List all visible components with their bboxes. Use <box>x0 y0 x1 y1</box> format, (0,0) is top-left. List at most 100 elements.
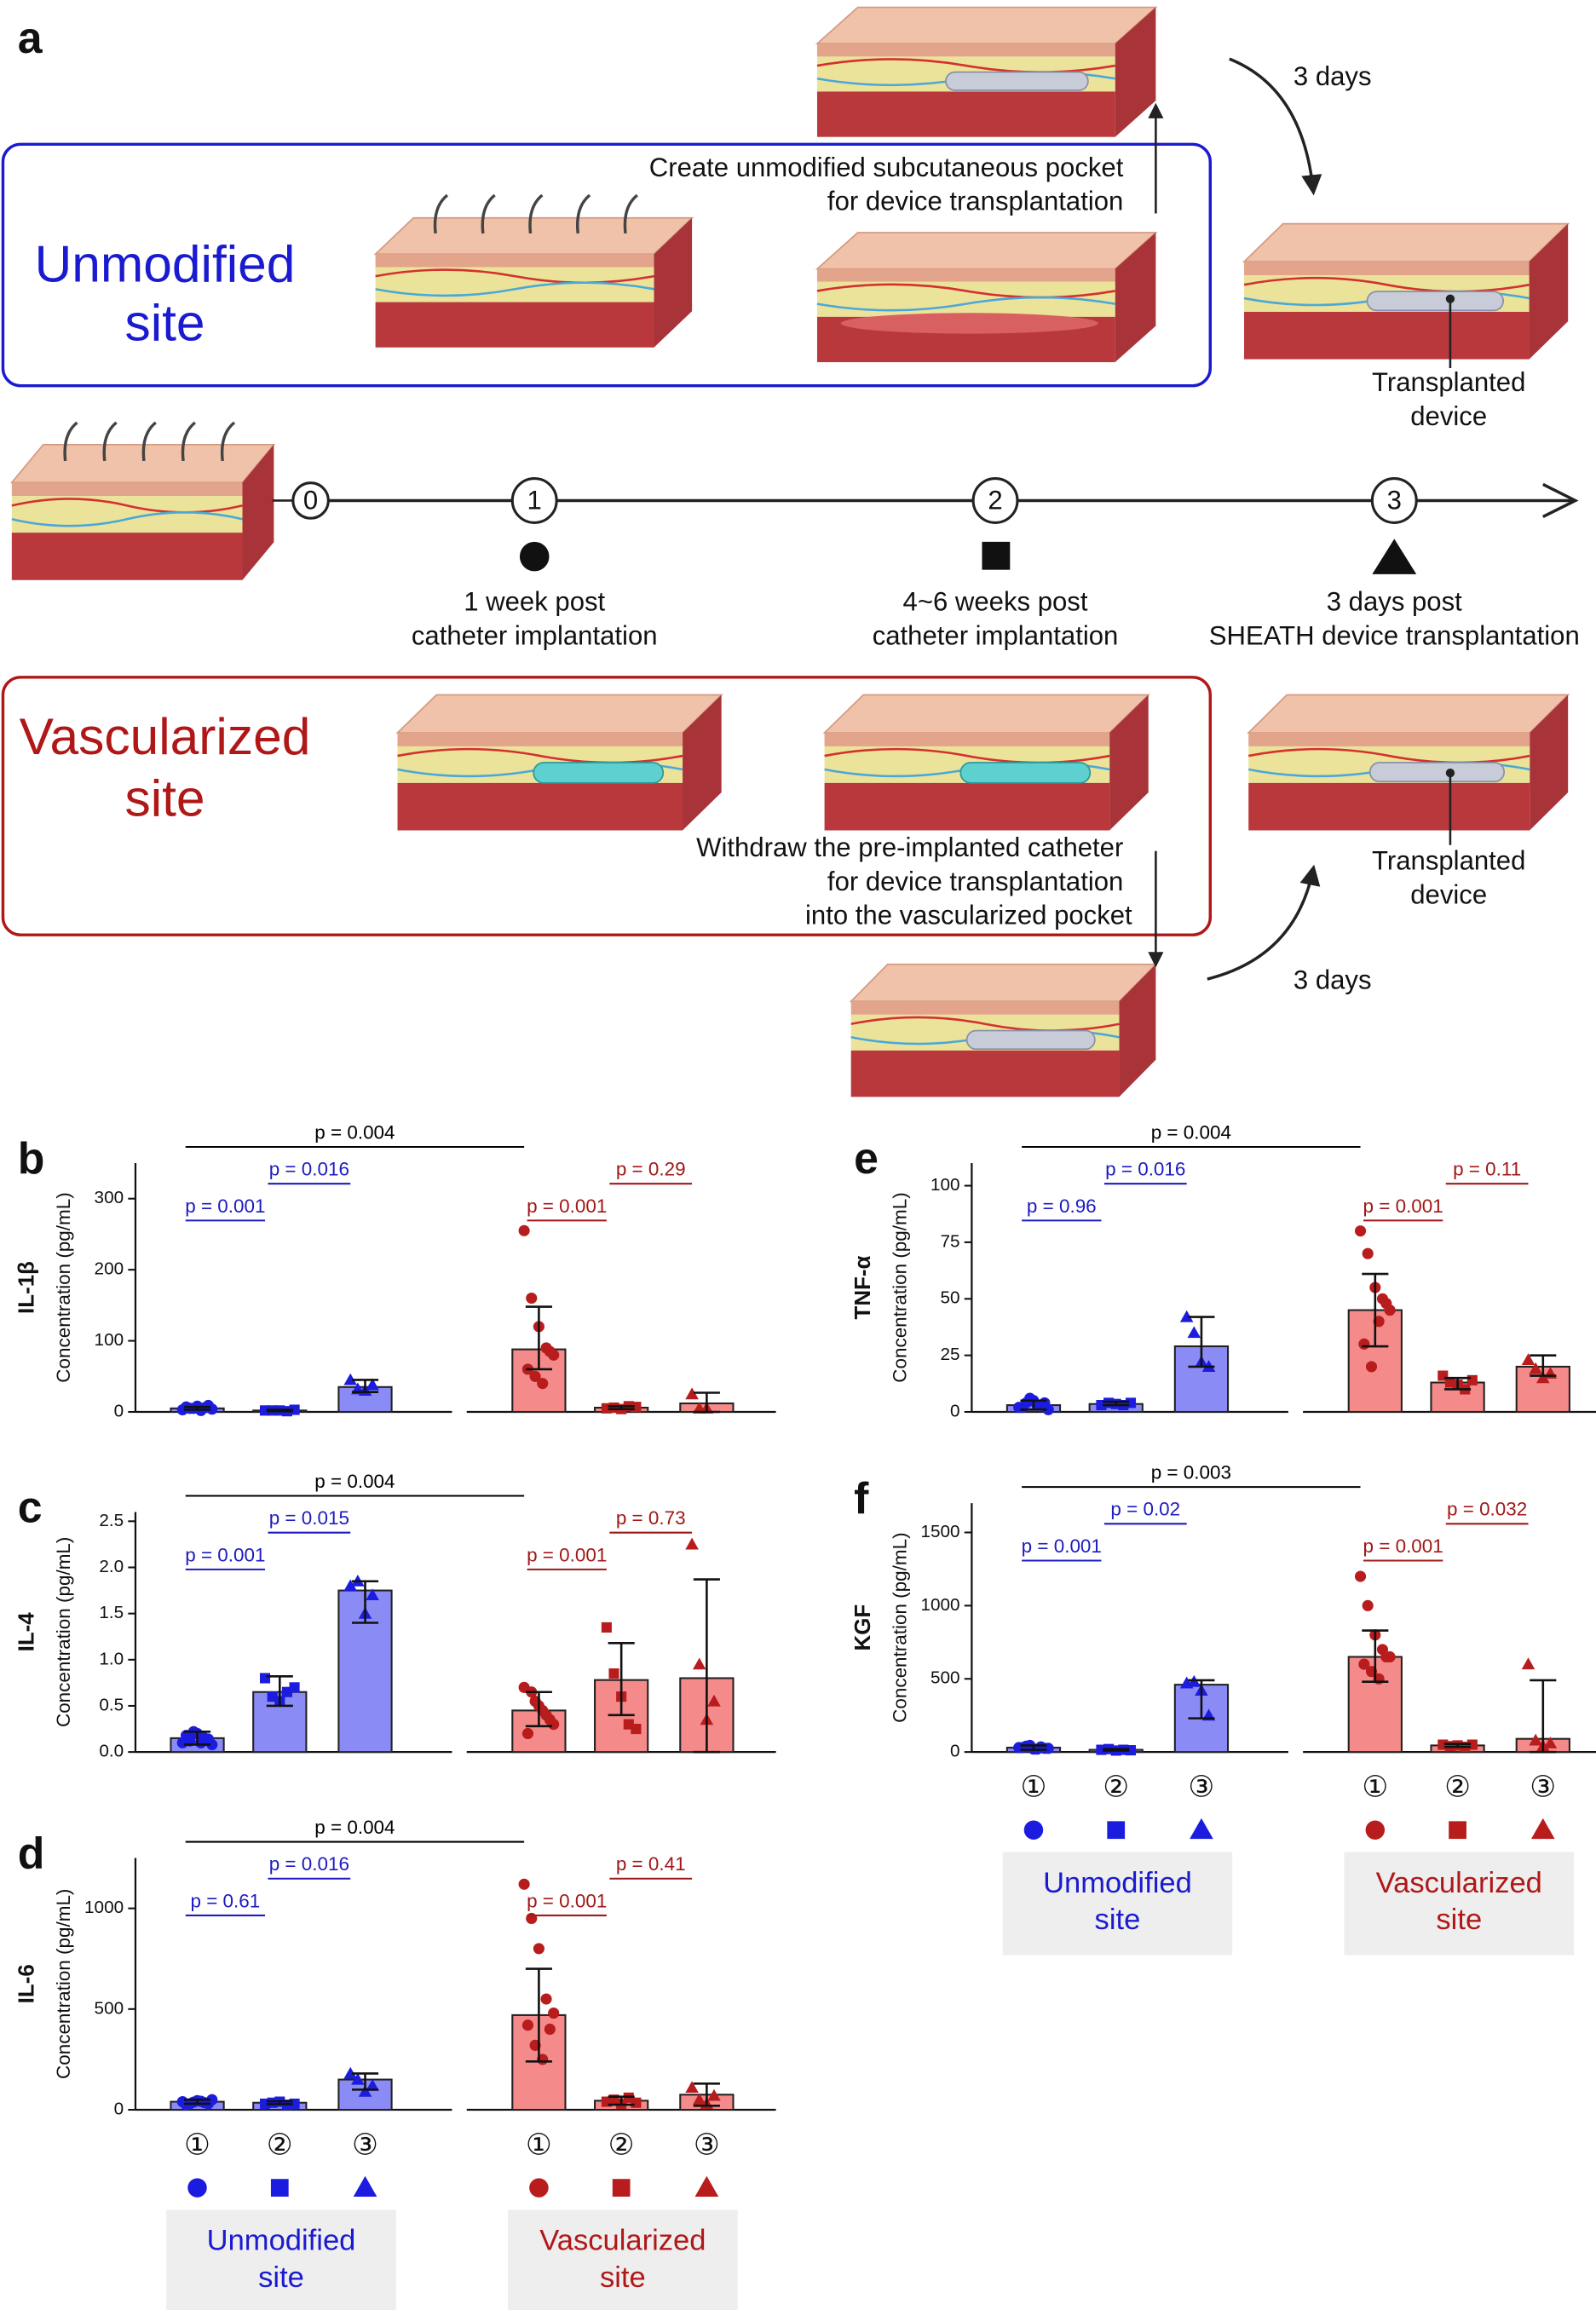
x-tick-label: ② <box>1103 1771 1129 1803</box>
skin-muscle <box>11 533 243 580</box>
y-tick-label: 500 <box>931 1668 960 1688</box>
data-point <box>289 1682 300 1693</box>
data-point <box>685 2081 699 2094</box>
p-value: p = 0.96 <box>1027 1195 1097 1217</box>
data-point <box>1358 1658 1370 1670</box>
group-box <box>1344 1852 1575 1956</box>
skin-illustration <box>815 6 1158 137</box>
x-tick-label: ② <box>1444 1771 1471 1803</box>
skin-illustration <box>1242 222 1570 360</box>
timeline-step <box>1370 476 1418 524</box>
data-point <box>1529 1362 1542 1374</box>
p-value: p = 0.001 <box>185 1195 265 1217</box>
error-bar <box>183 1731 211 1746</box>
p-value: p = 0.61 <box>190 1890 260 1911</box>
data-point <box>521 2019 534 2031</box>
skin-top <box>373 216 694 256</box>
stage-label: 1 week post <box>464 587 605 617</box>
error-bar <box>693 1391 720 1414</box>
panel-label: a <box>18 13 43 62</box>
skin-muscle <box>397 782 683 831</box>
y-tick-label: 1500 <box>920 1522 959 1541</box>
data-point <box>1380 1298 1392 1310</box>
timeline-step <box>291 481 330 520</box>
stage-label: 3 days post <box>1327 587 1462 617</box>
panel-label: d <box>18 1829 45 1878</box>
x-tick-label: ③ <box>694 2129 720 2161</box>
p-value: p = 0.015 <box>269 1507 349 1529</box>
vessel <box>850 1016 1120 1032</box>
vessel <box>11 498 243 514</box>
device-label: Transplanted <box>1372 846 1525 876</box>
skin-dermis <box>816 268 1115 282</box>
error-bar <box>608 1405 635 1410</box>
skin-illustration <box>849 963 1158 1097</box>
pointer-dot <box>1445 294 1455 303</box>
panel-label: c <box>18 1482 43 1531</box>
error-bar <box>1444 1743 1472 1748</box>
data-point <box>1358 1338 1370 1350</box>
error-bar <box>693 2082 720 2107</box>
group-symbol <box>529 2178 549 2198</box>
error-bar <box>1530 1679 1557 1754</box>
data-point <box>544 1714 556 1725</box>
vessel <box>816 283 1115 299</box>
vessel <box>397 747 683 764</box>
group-symbol <box>1023 1820 1044 1840</box>
skin-illustration <box>1247 694 1570 831</box>
vessel <box>11 510 243 527</box>
wait-label: 3 days <box>1294 61 1372 91</box>
data-point <box>692 2093 706 2105</box>
skin-side <box>1109 694 1149 831</box>
skin-fat <box>816 281 1115 317</box>
panel-label: b <box>18 1133 45 1183</box>
step-number: 0 <box>303 485 318 515</box>
data-point <box>202 1399 215 1412</box>
group-label: site <box>1095 1904 1141 1936</box>
stage-label: catheter implantation <box>873 620 1119 650</box>
timeline-step <box>510 476 558 524</box>
vessel <box>816 296 1115 312</box>
device <box>1368 762 1506 783</box>
catheter <box>533 762 665 784</box>
skin-dermis <box>397 733 683 746</box>
p-value: p = 0.02 <box>1110 1499 1180 1520</box>
stage-label: catheter implantation <box>412 620 658 650</box>
group-symbol <box>694 2175 719 2197</box>
y-tick-label: 300 <box>95 1188 124 1207</box>
y-axis-label: Concentration (pg/mL) <box>53 1889 74 2079</box>
p-value: p = 0.016 <box>269 1853 349 1875</box>
error-bar <box>1188 1679 1215 1720</box>
skin-dermis <box>11 482 243 497</box>
group-box <box>508 2209 738 2310</box>
p-value: p = 0.001 <box>1363 1195 1443 1217</box>
data-point <box>1536 1371 1550 1384</box>
p-value: p = 0.001 <box>1363 1535 1443 1557</box>
timeline-arrow <box>1542 482 1579 519</box>
y-tick-label: 75 <box>941 1231 960 1251</box>
p-value: p = 0.001 <box>527 1890 607 1911</box>
p-value: p = 0.001 <box>527 1544 607 1565</box>
group-label: Unmodified <box>1043 1867 1192 1899</box>
x-tick-label: ② <box>608 2129 635 2161</box>
p-value: p = 0.11 <box>1453 1159 1521 1180</box>
p-value: p = 0.032 <box>1447 1499 1527 1520</box>
group-label: Vascularized <box>539 2225 706 2257</box>
data-point <box>1125 1397 1137 1408</box>
skin-dermis <box>1248 733 1530 746</box>
p-value: p = 0.41 <box>616 1853 686 1875</box>
skin-side <box>1115 7 1156 137</box>
skin-dermis <box>1244 262 1530 276</box>
group-symbol <box>1190 1817 1213 1840</box>
y-tick-label: 1000 <box>920 1595 959 1615</box>
error-bar <box>525 1305 552 1371</box>
panel-label: e <box>854 1133 879 1183</box>
data-point <box>366 2078 379 2091</box>
hair <box>623 193 638 234</box>
y-tick-label: 1.5 <box>99 1603 124 1622</box>
data-point <box>351 2072 365 2085</box>
y-tick-label: 500 <box>95 1998 124 2018</box>
hair <box>102 421 118 462</box>
p-value: p = 0.004 <box>314 1817 395 1838</box>
